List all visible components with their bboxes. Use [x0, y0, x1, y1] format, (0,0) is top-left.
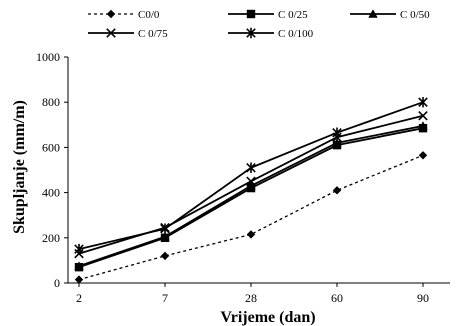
data-point	[160, 251, 170, 261]
series-triangle	[74, 121, 428, 270]
axes	[67, 57, 450, 284]
legend-label: C 0/100	[278, 28, 314, 40]
y-tick-label: 800	[42, 95, 60, 109]
y-axis-title: Skupljanje (mm/m)	[11, 100, 28, 234]
data-point	[246, 181, 256, 190]
x-axis-ticks: 2 7 28 60 90	[76, 283, 429, 305]
y-tick-label: 0	[54, 276, 60, 290]
y-tick-label: 400	[42, 186, 60, 200]
series-line	[78, 125, 424, 267]
y-tick-label: 600	[42, 140, 60, 154]
legend-marker	[246, 27, 256, 39]
legend-item: C 0/75	[88, 28, 168, 40]
x-tick-label: 7	[162, 291, 168, 305]
data-point	[160, 223, 170, 234]
data-point	[332, 127, 342, 138]
data-point	[74, 261, 84, 270]
legend-label: C0/0	[138, 9, 160, 21]
data-point	[418, 151, 428, 160]
series-diamond	[74, 151, 428, 284]
legend-marker	[106, 9, 116, 19]
data-point	[160, 231, 170, 241]
legend-marker	[368, 9, 378, 18]
legend-label: C 0/25	[278, 9, 308, 21]
series-line	[78, 154, 424, 281]
legend-label: C 0/50	[400, 9, 430, 21]
data-point	[418, 97, 428, 108]
x-tick-label: 2	[76, 291, 82, 305]
x-axis-title: Vrijeme (dan)	[220, 309, 315, 326]
legend-marker	[106, 28, 116, 38]
data-point	[332, 186, 342, 195]
data-point	[418, 121, 428, 130]
data-point	[246, 176, 256, 187]
legend-item: C 0/50	[350, 9, 430, 21]
data-point	[246, 230, 256, 239]
legend-item: C0/0	[88, 9, 160, 21]
legend-label: C 0/75	[138, 28, 168, 40]
series-asterisk	[74, 97, 428, 255]
x-tick-label: 90	[417, 291, 429, 305]
data-point	[74, 243, 84, 255]
legend-item: C 0/25	[228, 9, 308, 21]
series-line	[78, 127, 424, 269]
data-point	[246, 162, 256, 173]
x-tick-label: 60	[331, 291, 343, 305]
series-layer	[74, 97, 428, 284]
data-point	[418, 110, 428, 121]
x-tick-label: 28	[245, 291, 257, 305]
y-axis-ticks: 0 200 400 600 800 1000	[36, 50, 68, 290]
series-line	[78, 101, 424, 250]
legend: C0/0 C 0/25 C 0/50 C 0/75 C 0/100	[88, 9, 430, 40]
data-point	[332, 138, 342, 147]
y-tick-label: 1000	[36, 50, 60, 64]
y-tick-label: 200	[42, 231, 60, 245]
legend-marker	[246, 9, 256, 19]
data-point	[74, 275, 84, 284]
legend-item: C 0/100	[228, 27, 314, 40]
